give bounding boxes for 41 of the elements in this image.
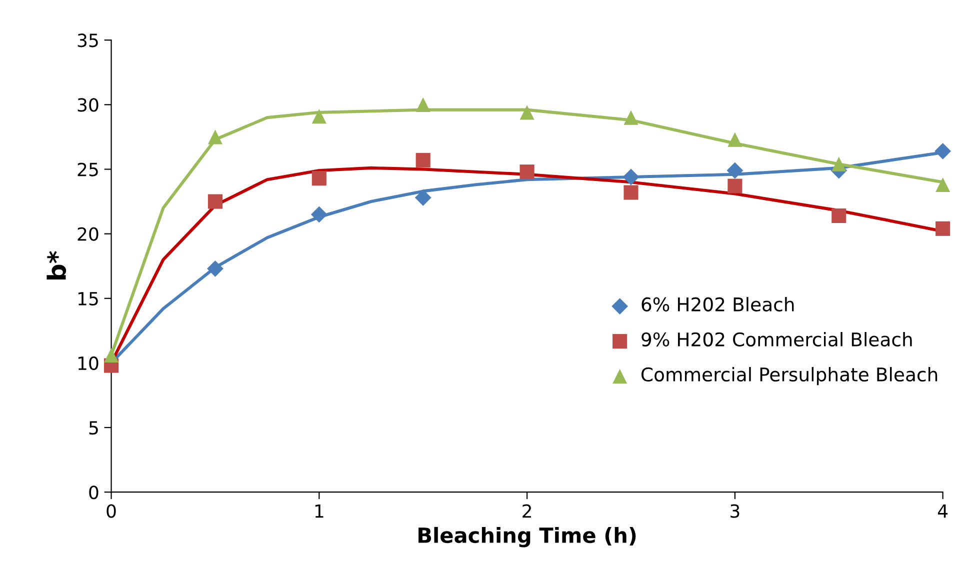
point — [416, 152, 430, 168]
point — [208, 194, 222, 209]
legend-label: 6% H202 Bleach — [642, 296, 794, 312]
point — [208, 130, 222, 144]
point — [310, 206, 328, 223]
x-tick-label: 2 — [522, 504, 531, 518]
x-tick-label: 1 — [315, 504, 324, 518]
x-axis-title: Bleaching Time (h) — [418, 526, 636, 548]
point — [832, 156, 846, 172]
point — [416, 97, 430, 112]
y-tick-label: 25 — [78, 162, 98, 176]
legend-label: Commercial Persulphate Bleach — [641, 367, 938, 386]
x-tick-label: 0 — [106, 504, 116, 518]
x-tick-label: 4 — [938, 504, 948, 518]
point — [312, 170, 326, 186]
y-tick-label: 0 — [89, 486, 98, 500]
point — [104, 348, 119, 362]
point — [934, 142, 952, 160]
point — [936, 177, 950, 192]
y-tick-label: 5 — [89, 421, 98, 435]
y-axis-title: b* — [46, 251, 66, 280]
point — [624, 110, 638, 125]
point — [414, 189, 432, 206]
y-tick-label: 15 — [78, 292, 98, 306]
point — [520, 164, 534, 180]
point — [726, 162, 744, 179]
y-tick-label: 35 — [78, 34, 98, 48]
y-tick-label: 10 — [78, 356, 98, 370]
point — [206, 260, 224, 277]
y-tick-label: 20 — [78, 227, 98, 241]
point — [728, 132, 742, 147]
point — [312, 109, 326, 124]
point — [622, 168, 640, 186]
point — [936, 221, 950, 236]
y-tick-label: 30 — [78, 98, 98, 112]
legend-label: 9% H202 Commercial Bleach — [642, 332, 912, 347]
point — [624, 185, 638, 200]
point — [832, 208, 846, 224]
point — [520, 105, 534, 120]
x-tick-label: 3 — [730, 504, 740, 518]
point — [728, 178, 742, 194]
